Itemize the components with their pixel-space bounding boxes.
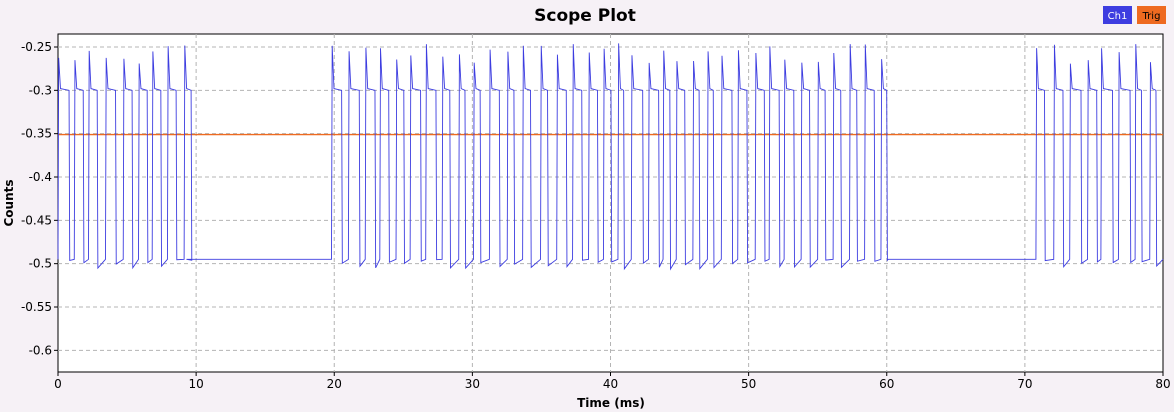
x-tick-label: 0 xyxy=(54,377,62,391)
x-tick-label: 20 xyxy=(327,377,342,391)
legend: Ch1 Trig xyxy=(1103,6,1166,24)
axis-ticks: 0 10 20 30 40 50 60 70 80 -0.25 -0.3 -0.35 -0.4 -0.45… xyxy=(21,40,1171,391)
chart-title: Scope Plot xyxy=(534,6,636,26)
legend-ch1-swatch xyxy=(1103,6,1132,24)
y-tick-label: -0.35 xyxy=(21,127,52,141)
y-tick-label: -0.55 xyxy=(21,300,52,314)
legend-item-trig[interactable]: Trig xyxy=(1137,6,1166,24)
y-tick-label: -0.4 xyxy=(29,170,52,184)
y-axis-label: Counts xyxy=(2,179,16,226)
x-tick-label: 30 xyxy=(465,377,480,391)
x-tick-label: 40 xyxy=(603,377,618,391)
legend-trig-label: Trig xyxy=(1142,11,1161,22)
x-tick-label: 50 xyxy=(741,377,756,391)
series-ch1-line xyxy=(57,43,1164,271)
legend-ch1-label: Ch1 xyxy=(1108,11,1128,22)
y-tick-label: -0.45 xyxy=(21,213,52,227)
x-tick-label: 10 xyxy=(188,377,203,391)
series-layer xyxy=(57,43,1164,271)
x-axis-label: Time (ms) xyxy=(577,396,645,410)
legend-trig-swatch xyxy=(1137,6,1166,24)
y-tick-label: -0.6 xyxy=(29,343,52,357)
y-tick-label: -0.3 xyxy=(29,83,52,97)
grid xyxy=(58,34,1163,372)
x-tick-label: 80 xyxy=(1155,377,1170,391)
y-tick-label: -0.25 xyxy=(21,40,52,54)
x-tick-label: 70 xyxy=(1017,377,1032,391)
y-tick-label: -0.5 xyxy=(29,257,52,271)
legend-item-ch1[interactable]: Ch1 xyxy=(1103,6,1132,24)
x-tick-label: 60 xyxy=(879,377,894,391)
